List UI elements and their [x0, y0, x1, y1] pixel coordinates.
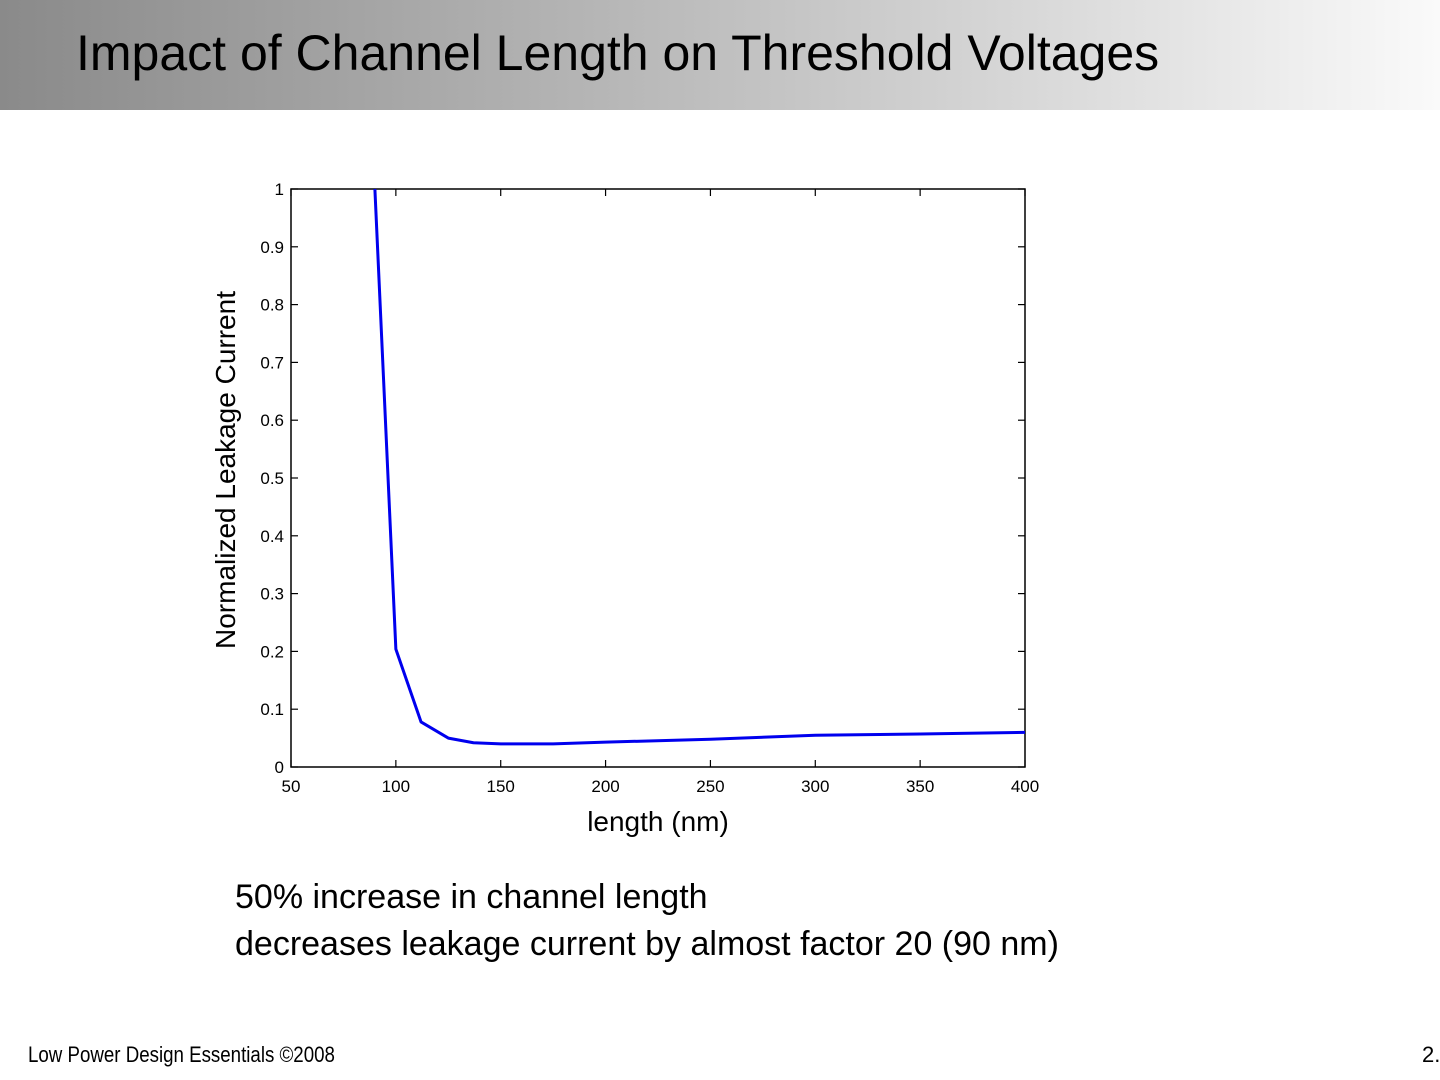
plot-frame [290, 188, 1026, 768]
x-tick-label: 200 [591, 777, 619, 796]
title-bar: Impact of Channel Length on Threshold Vo… [0, 0, 1440, 110]
footer-copyright: Low Power Design Essentials ©2008 [28, 1042, 335, 1067]
caption-line-2: decreases leakage current by almost fact… [235, 925, 1059, 963]
y-tick-label: 1 [275, 180, 284, 199]
y-tick-label: 0.3 [260, 585, 284, 604]
x-tick-label: 100 [382, 777, 410, 796]
caption: 50% increase in channel length decreases… [235, 874, 1059, 968]
x-tick-label: 400 [1011, 777, 1039, 796]
x-tick-label: 300 [801, 777, 829, 796]
x-tick-label: 350 [906, 777, 934, 796]
y-tick-label: 0 [275, 758, 284, 777]
x-tick-label: 250 [696, 777, 724, 796]
slide-title: Impact of Channel Length on Threshold Vo… [76, 25, 1160, 81]
y-axis-label: Normalized Leakage Current [210, 291, 241, 649]
slide-number: 2. [1422, 1042, 1440, 1067]
series-line-leakage [373, 188, 1026, 746]
y-tick-label: 0.1 [260, 700, 284, 719]
y-tick-label: 0.9 [260, 238, 284, 257]
x-tick-label: 150 [487, 777, 515, 796]
y-tick-label: 0.7 [260, 353, 284, 372]
y-tick-label: 0.5 [260, 469, 284, 488]
y-tick-label: 0.8 [260, 296, 284, 315]
x-axis-label: length (nm) [587, 806, 729, 837]
y-tick-label: 0.6 [260, 411, 284, 430]
y-tick-label: 0.2 [260, 642, 284, 661]
x-tick-label: 50 [282, 777, 301, 796]
caption-line-1: 50% increase in channel length [235, 878, 708, 916]
y-tick-label: 0.4 [260, 527, 284, 546]
